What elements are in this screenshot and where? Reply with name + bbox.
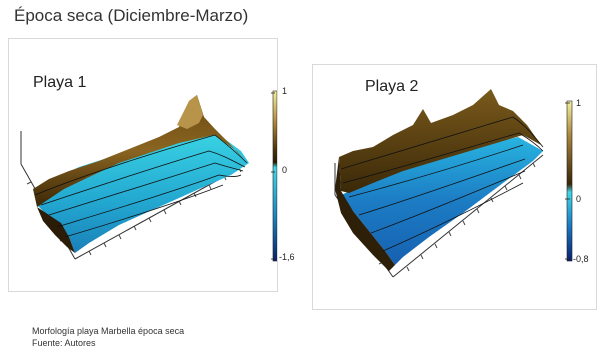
colorbar: [273, 91, 277, 261]
chart-title: Playa 1: [33, 74, 86, 91]
surface-plot-playa-1: Playa 1: [8, 38, 278, 292]
colorbar: [567, 101, 572, 261]
colorbar-label-max: 1: [282, 86, 287, 96]
chart-title: Playa 2: [365, 78, 418, 95]
page-title: Época seca (Diciembre-Marzo): [14, 6, 248, 26]
surface-plot-playa-2: Playa 2: [312, 64, 597, 310]
colorbar-label-zero: 0: [576, 194, 581, 204]
figure-source: Fuente: Autores: [32, 338, 96, 348]
colorbar-label-min: -0,8: [573, 254, 589, 264]
colorbar-label-min: -1,6: [279, 252, 295, 262]
figure-caption: Morfología playa Marbella época seca: [32, 326, 184, 336]
colorbar-label-zero: 0: [282, 165, 287, 175]
colorbar-label-max: 1: [576, 98, 581, 108]
